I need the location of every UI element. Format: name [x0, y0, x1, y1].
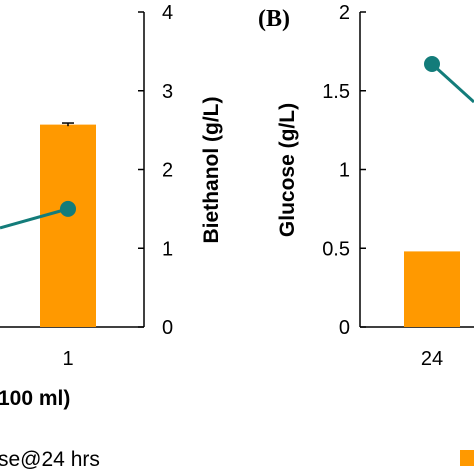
y-tick-label: 2	[339, 2, 350, 24]
left-y-axis-label: Glucose (g/L)	[276, 103, 299, 237]
bar-series	[40, 122, 96, 327]
y-tick-label: 1.5	[322, 81, 350, 103]
bar	[404, 251, 460, 327]
left-y-axis-ticks: 0 0.5 1 1.5 2	[322, 2, 366, 339]
y-tick-label: 3	[162, 81, 173, 103]
x-axis-label: 100 ml)	[0, 387, 70, 410]
right-y-axis-label: Biethanol (g/L)	[200, 97, 223, 244]
panel-a: 0 1 2 3 4 1 100 ml) Biethanol (g/L) se@24 hr…	[0, 2, 223, 471]
y-tick-label: 0	[162, 317, 173, 339]
panel-label: (B)	[258, 6, 290, 32]
line-series	[0, 200, 76, 230]
line-segment	[430, 62, 474, 104]
y-tick-label: 0.5	[322, 238, 350, 260]
panel-b: (B) 0 0.5 1 1.5 2 24 Glucose (g/L)	[258, 2, 474, 466]
y-tick-label: 0	[339, 317, 350, 339]
y-tick-label: 2	[162, 160, 173, 182]
y-tick-label: 4	[162, 2, 173, 24]
bar-series	[404, 251, 460, 327]
x-tick-label: 1	[62, 348, 73, 370]
x-tick-label: 24	[421, 348, 443, 370]
y-tick-label: 1	[339, 160, 350, 182]
line-series	[424, 55, 474, 104]
bar	[40, 124, 96, 327]
data-point	[424, 55, 440, 72]
y-tick-label: 1	[162, 238, 173, 260]
legend-swatch	[460, 450, 474, 466]
data-point	[60, 200, 76, 217]
legend-label: se@24 hrs	[0, 448, 100, 471]
right-y-axis-ticks: 0 1 2 3 4	[138, 2, 173, 339]
line-segment	[0, 207, 69, 230]
